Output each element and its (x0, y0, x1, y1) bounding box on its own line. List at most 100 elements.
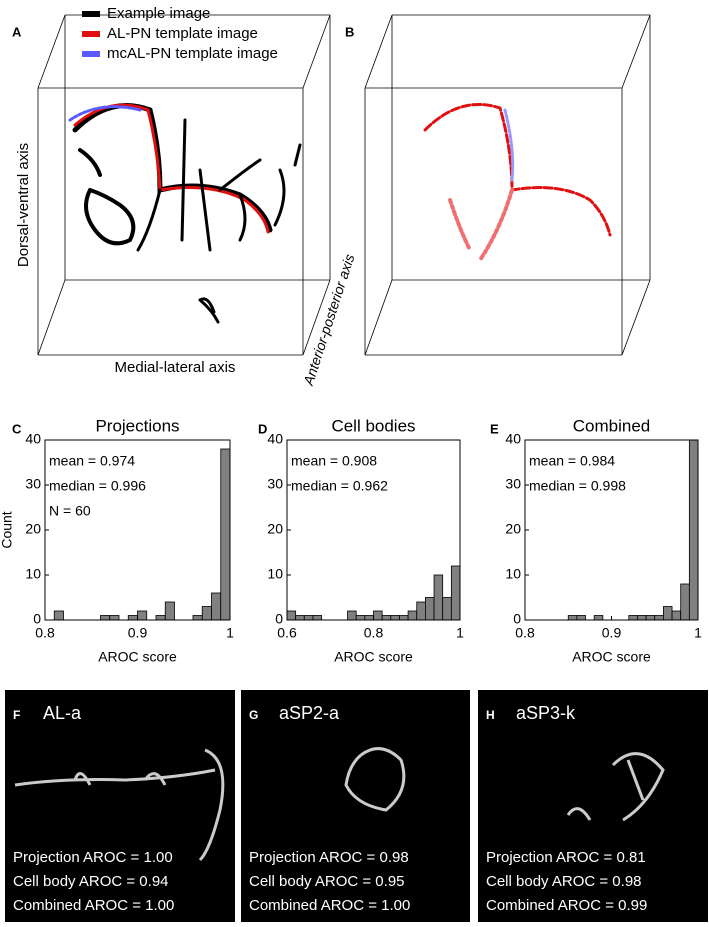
bar (312, 615, 323, 621)
bar (109, 615, 120, 621)
x-tick-label: 0.8 (515, 625, 535, 641)
bar (593, 615, 604, 621)
bar (201, 606, 212, 621)
y-tick-label: 20 (25, 521, 41, 537)
neuron-template (423, 103, 612, 262)
aroc-text: Cell body AROC = 0.98 (486, 873, 642, 890)
y-axis-label: Count (0, 511, 15, 548)
bar (433, 574, 444, 621)
x-tick-label: 0.9 (128, 625, 148, 641)
bar (390, 615, 400, 621)
bar (211, 592, 222, 621)
aroc-text: Combined AROC = 1.00 (13, 897, 174, 914)
bar (450, 565, 461, 621)
neuron-image (344, 747, 406, 812)
aroc-text: Cell body AROC = 0.95 (249, 873, 405, 890)
legend-label: AL-PN template image (107, 25, 258, 42)
x-tick-label: 1 (456, 625, 464, 641)
bar (164, 601, 175, 621)
micrograph (241, 690, 470, 922)
bar (671, 610, 682, 621)
x-tick-label: 1 (694, 625, 702, 641)
micrograph (478, 690, 708, 922)
y-tick-label: 40 (267, 431, 283, 447)
bar (355, 615, 366, 621)
box-b (364, 14, 651, 356)
y-tick-label: 20 (505, 521, 521, 537)
neuron-example (68, 103, 302, 324)
neuron-name: AL-a (43, 703, 82, 723)
chart-title: Cell bodies (331, 416, 415, 435)
bar (637, 615, 647, 621)
panel-letter: A (12, 24, 22, 39)
axis-label: Dorsal-ventral axis (15, 143, 32, 267)
x-axis-label: AROC score (572, 649, 651, 665)
y-tick-label: 30 (505, 476, 521, 492)
panel-letter: F (13, 708, 20, 722)
bar (100, 615, 111, 621)
aroc-text: Projection AROC = 0.81 (486, 849, 646, 866)
bar (654, 615, 664, 621)
annotation: mean = 0.974 (49, 453, 135, 469)
aroc-text: Cell body AROC = 0.94 (13, 873, 169, 890)
bar (381, 615, 392, 621)
panel-letter: D (258, 421, 267, 436)
neuron-name: aSP3-k (516, 703, 576, 723)
x-tick-label: 0.6 (277, 625, 297, 641)
bar (303, 615, 314, 621)
annotation: median = 0.996 (49, 478, 146, 494)
axis-label: Medial-lateral axis (115, 359, 236, 376)
legend-label: mcAL-PN template image (107, 45, 278, 62)
bar (567, 615, 578, 621)
bar (220, 448, 231, 621)
box-a (37, 14, 331, 356)
y-tick-label: 10 (267, 566, 283, 582)
neuron-image (566, 752, 665, 822)
bar (628, 615, 638, 621)
bar (399, 615, 409, 621)
bar (407, 610, 418, 621)
aroc-text: Projection AROC = 1.00 (13, 849, 173, 866)
bar (347, 610, 357, 621)
annotation: mean = 0.908 (291, 453, 377, 469)
x-tick-label: 0.8 (35, 625, 55, 641)
bar (680, 583, 690, 621)
x-axis-label: AROC score (98, 649, 177, 665)
bar (663, 606, 673, 621)
panel-letter: E (490, 421, 499, 436)
bar (645, 615, 656, 621)
bar (364, 615, 374, 621)
y-tick-label: 0 (513, 611, 521, 627)
y-tick-label: 0 (275, 611, 283, 627)
bar (53, 610, 64, 621)
neuron-name: aSP2-a (279, 703, 340, 723)
chart-title: Projections (95, 416, 179, 435)
bar (416, 601, 426, 621)
y-tick-label: 30 (267, 476, 283, 492)
bar (576, 615, 586, 621)
y-tick-label: 40 (505, 431, 521, 447)
bar (424, 597, 435, 621)
panel-letter: G (249, 708, 258, 722)
y-tick-label: 20 (267, 521, 283, 537)
bar (137, 610, 148, 621)
axis-label: Anterior-posterior axis (300, 252, 358, 388)
legend-label: Example image (107, 5, 210, 22)
x-tick-label: 0.9 (602, 625, 622, 641)
x-tick-label: 1 (226, 625, 234, 641)
y-tick-label: 10 (25, 566, 41, 582)
aroc-text: Combined AROC = 1.00 (249, 897, 410, 914)
panel-letter: C (12, 421, 22, 436)
annotation: N = 60 (49, 503, 91, 519)
annotation: median = 0.998 (529, 478, 626, 494)
x-tick-label: 0.8 (364, 625, 384, 641)
micrograph (5, 690, 235, 922)
y-tick-label: 10 (505, 566, 521, 582)
panel-letter: H (486, 708, 495, 722)
bar (442, 597, 452, 621)
y-tick-label: 30 (25, 476, 41, 492)
annotation: mean = 0.984 (529, 453, 615, 469)
bar (688, 439, 699, 621)
aroc-text: Projection AROC = 0.98 (249, 849, 409, 866)
